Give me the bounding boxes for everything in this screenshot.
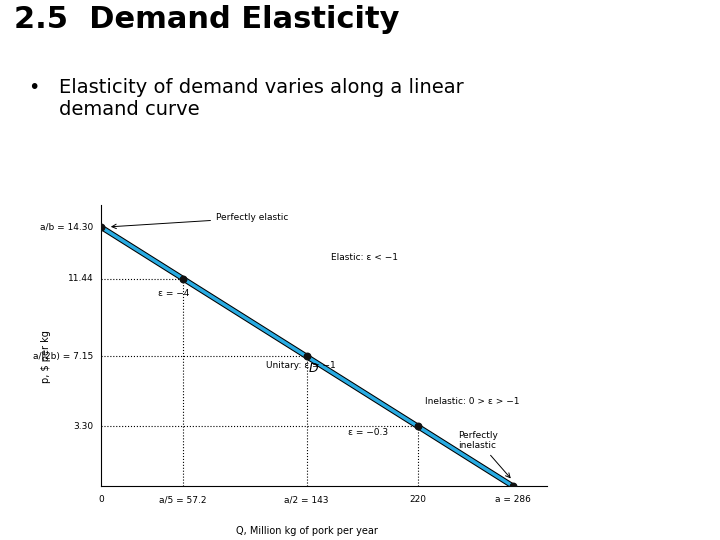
Text: 3.30: 3.30: [73, 422, 94, 431]
Text: Copyright ©2014 Pearson Education, Inc. All rights reserved.: Copyright ©2014 Pearson Education, Inc. …: [9, 519, 285, 528]
Point: [177, 274, 189, 283]
Point: [507, 482, 518, 490]
Text: a = 286: a = 286: [495, 495, 531, 504]
Text: ε = −0.3: ε = −0.3: [348, 428, 389, 437]
Text: Perfectly elastic: Perfectly elastic: [112, 213, 289, 228]
Point: [301, 352, 312, 361]
Text: a/b = 14.30: a/b = 14.30: [40, 222, 94, 232]
Text: Elasticity of demand varies along a linear
demand curve: Elasticity of demand varies along a line…: [59, 78, 464, 119]
Text: Elastic: ε < −1: Elastic: ε < −1: [331, 253, 398, 261]
Text: D: D: [309, 362, 319, 375]
Text: 2.5  Demand Elasticity: 2.5 Demand Elasticity: [14, 5, 400, 35]
Point: [412, 422, 423, 430]
Text: a/5 = 57.2: a/5 = 57.2: [159, 495, 207, 504]
Text: Perfectly
inelastic: Perfectly inelastic: [458, 431, 510, 478]
Text: a/(2b) = 7.15: a/(2b) = 7.15: [33, 352, 94, 361]
Text: a/2 = 143: a/2 = 143: [284, 495, 329, 504]
Text: Inelastic: 0 > ε > −1: Inelastic: 0 > ε > −1: [425, 397, 519, 407]
Text: Q, Million kg of pork per year: Q, Million kg of pork per year: [235, 526, 378, 536]
Text: •: •: [28, 78, 40, 97]
Text: 2-23: 2-23: [691, 519, 711, 528]
Point: [95, 222, 107, 231]
Text: Unitary: ε = −1: Unitary: ε = −1: [266, 361, 336, 370]
Text: 0: 0: [98, 495, 104, 504]
Text: p, $ per kg: p, $ per kg: [41, 330, 51, 383]
Text: 11.44: 11.44: [68, 274, 94, 284]
Text: 220: 220: [409, 495, 426, 504]
Text: ε = −4: ε = −4: [158, 289, 190, 298]
